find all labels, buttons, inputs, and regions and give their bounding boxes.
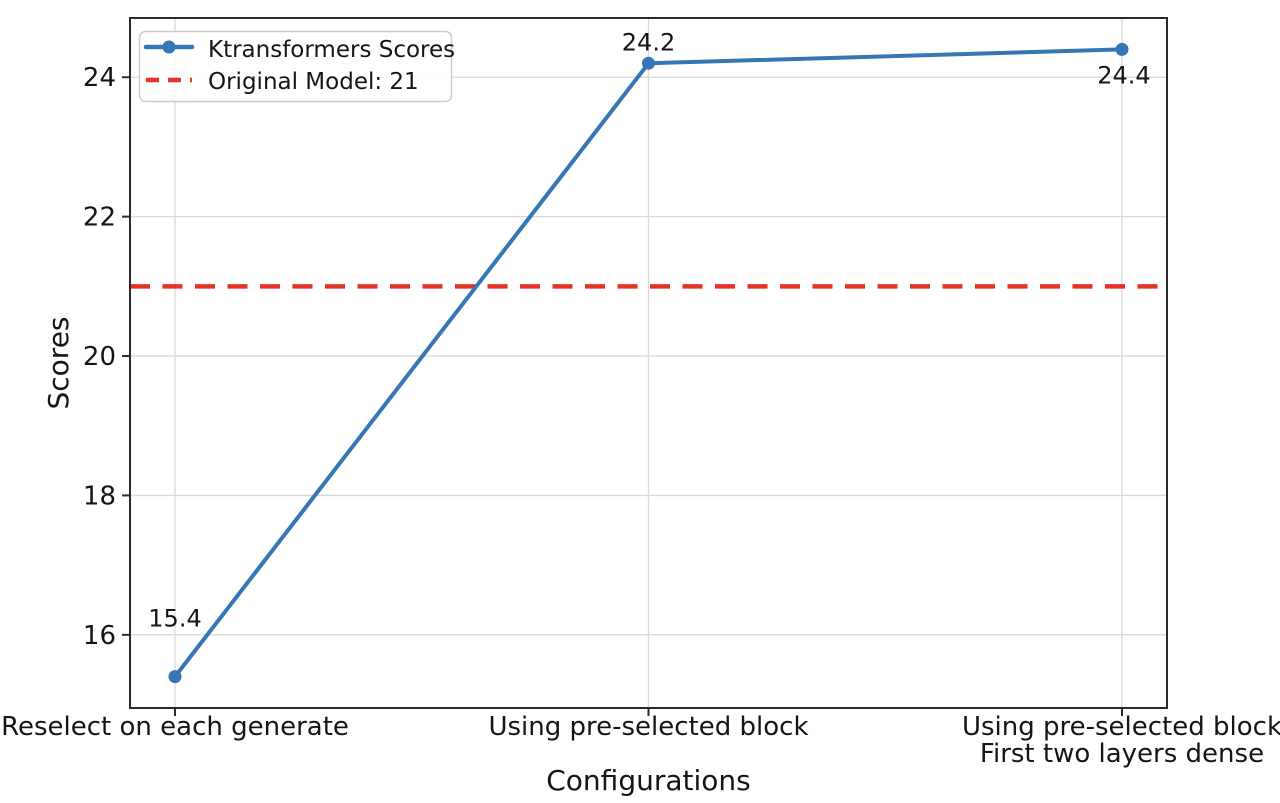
data-point-label: 24.4 xyxy=(1097,61,1150,89)
x-tick-label-line: Using pre-selected block xyxy=(488,712,808,742)
y-tick-label: 16 xyxy=(83,621,116,651)
x-tick-label-line: First two layers dense xyxy=(980,739,1264,769)
data-point-label: 15.4 xyxy=(148,605,201,633)
y-tick-label: 20 xyxy=(83,342,116,372)
legend-box xyxy=(138,30,453,103)
data-point-marker xyxy=(168,670,182,684)
legend-marker-sample xyxy=(162,40,176,54)
legend-label-reference: Original Model: 21 xyxy=(208,69,419,95)
data-point-marker xyxy=(642,56,655,70)
data-point-label: 24.2 xyxy=(622,28,675,56)
x-axis-label: Configurations xyxy=(546,764,750,797)
legend-label-series: Ktransformers Scores xyxy=(208,37,455,63)
x-tick-label: Using pre-selected block First two layers… xyxy=(962,712,1280,769)
y-axis-label: Scores xyxy=(42,316,75,409)
x-tick-label: Reselect on each generate xyxy=(1,712,349,742)
x-tick-label-line: Using pre-selected block xyxy=(962,712,1280,742)
x-tick-label: Using pre-selected block xyxy=(488,712,808,742)
y-tick-label: 24 xyxy=(83,63,116,93)
data-point-marker xyxy=(1115,42,1129,56)
y-tick-label: 18 xyxy=(83,481,116,511)
x-tick-label-line: Reselect on each generate xyxy=(1,712,349,742)
y-tick-label: 22 xyxy=(83,203,116,233)
